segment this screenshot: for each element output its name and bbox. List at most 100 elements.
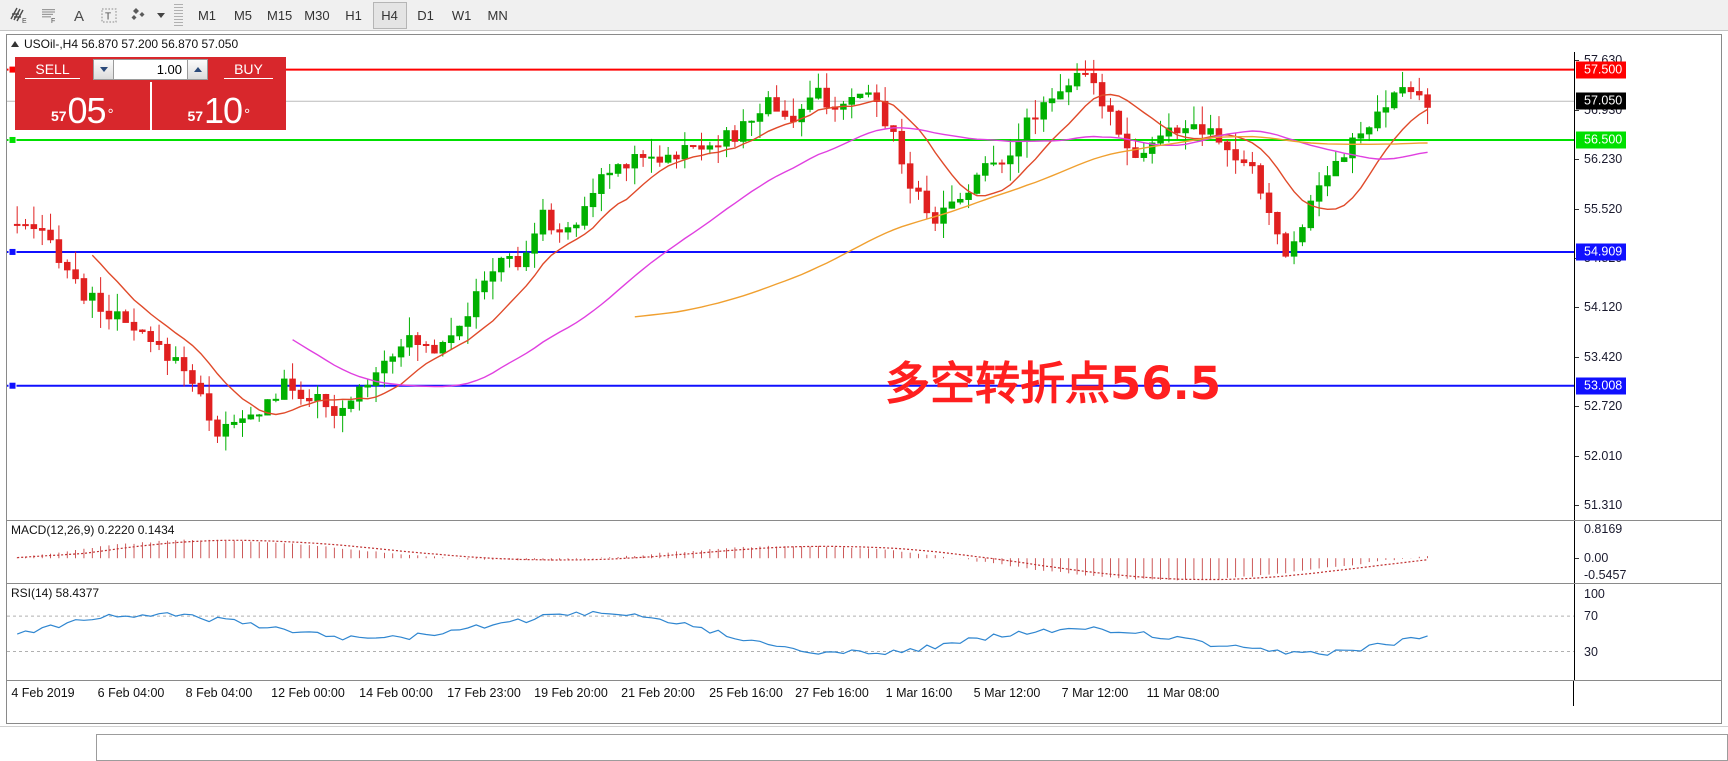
timeframe-mn[interactable]: MN <box>487 7 508 23</box>
main-toolbar: E F A T M1 M5 M15 M30 H1 H4 <box>0 0 1728 31</box>
candle-body <box>55 239 63 263</box>
price-tag-current-price[interactable]: 57.050 <box>1576 92 1627 110</box>
text-label-icon[interactable]: T <box>94 2 124 29</box>
candle-body <box>531 233 538 254</box>
rsi-chart-svg <box>7 610 1574 656</box>
status-bar <box>0 726 1728 761</box>
macd-tick: -0.5457 <box>1584 568 1627 582</box>
time-label: 1 Mar 16:00 <box>885 686 953 700</box>
timeframe-d1[interactable]: D1 <box>417 7 434 23</box>
candle-body <box>1115 110 1123 135</box>
timeframe-h4[interactable]: H4 <box>372 1 407 29</box>
price-tag-support-line[interactable]: 53.008 <box>1576 377 1627 395</box>
sell-button[interactable]: SELL <box>15 57 90 82</box>
line-anchor-handle[interactable] <box>8 381 17 390</box>
grid-chart-icon[interactable]: F <box>34 2 64 29</box>
candle-body <box>848 97 856 105</box>
candle-body <box>1048 98 1056 104</box>
candle-body <box>514 256 522 268</box>
volume-decrease-button[interactable] <box>93 59 114 80</box>
time-label: 4 Feb 2019 <box>11 686 75 700</box>
candle-body <box>105 310 113 320</box>
price-tick: 55.520 <box>1575 202 1622 216</box>
candle-body <box>239 418 246 423</box>
rsi-plot-area[interactable]: RSI(14) 58.4377 <box>7 584 1574 680</box>
candle-body <box>681 145 689 160</box>
chevron-down-icon[interactable] <box>154 2 168 29</box>
macd-plot-area[interactable]: MACD(12,26,9) 0.2220 0.1434 <box>7 521 1574 583</box>
candle-body <box>765 97 772 115</box>
candle-body <box>364 384 371 388</box>
candle-body <box>623 164 630 169</box>
timeframe-group: M1 M5 M15 M30 H1 H4 D1 W1 MN <box>189 1 516 29</box>
text-tool-icon[interactable]: A <box>64 2 94 29</box>
svg-text:F: F <box>51 18 55 25</box>
candle-body <box>898 130 906 165</box>
candle-body <box>1424 94 1431 108</box>
candle-body <box>447 335 455 344</box>
candle-body <box>948 201 956 209</box>
candle-body <box>806 97 814 110</box>
price-tag-resistance-line[interactable]: 57.500 <box>1576 61 1627 79</box>
buy-price-display[interactable]: 57 10 ° <box>151 82 286 130</box>
time-axis-pane: 4 Feb 2019 6 Feb 04:00 8 Feb 04:00 12 Feb 0… <box>7 681 1721 706</box>
candle-body <box>1340 157 1348 162</box>
candle-body <box>80 278 88 301</box>
status-input-box[interactable] <box>96 734 1728 761</box>
candle-body <box>230 421 238 425</box>
candle-body <box>523 252 530 268</box>
macd-label: MACD(12,26,9) 0.2220 0.1434 <box>11 523 175 537</box>
volume-input[interactable]: 1.00 <box>114 59 187 80</box>
candle-body <box>956 198 964 203</box>
candle-body <box>940 207 947 224</box>
candle-body <box>297 389 305 399</box>
candle-body <box>439 342 447 354</box>
candle-body <box>564 227 572 233</box>
candle-body <box>581 206 588 226</box>
sell-price-display[interactable]: 57 05 ° <box>15 82 152 130</box>
timeframe-m5[interactable]: M5 <box>233 7 253 23</box>
price-scale[interactable]: 57.63056.93056.23055.52054.82054.12053.4… <box>1574 52 1721 520</box>
buy-button[interactable]: BUY <box>211 57 286 82</box>
buy-label: BUY <box>224 61 273 79</box>
price-tag-support-line[interactable]: 54.909 <box>1576 243 1627 261</box>
candle-body <box>356 386 363 402</box>
candle-body <box>155 340 163 345</box>
candle-body <box>147 331 154 342</box>
candle-body <box>1382 107 1390 113</box>
volume-stepper[interactable]: 1.00 <box>90 57 211 82</box>
indicators-icon[interactable]: E <box>4 2 34 29</box>
candle-body <box>22 224 29 227</box>
candle-body <box>1007 155 1014 165</box>
collapse-triangle-icon[interactable] <box>11 40 19 47</box>
candle-body <box>63 261 71 271</box>
timeframe-h1[interactable]: H1 <box>345 7 362 23</box>
candle-body <box>489 271 497 282</box>
timeframe-m1[interactable]: M1 <box>197 7 217 23</box>
timeframe-m30[interactable]: M30 <box>304 7 330 23</box>
chart-annotation-text: 多空转折点56.5 <box>885 357 1222 410</box>
candle-body <box>189 370 196 384</box>
timeframe-w1[interactable]: W1 <box>451 7 472 23</box>
candle-body <box>1315 185 1323 202</box>
candle-body <box>973 174 981 194</box>
time-axis[interactable]: 4 Feb 2019 6 Feb 04:00 8 Feb 04:00 12 Feb 0… <box>7 681 1574 706</box>
candle-body <box>1249 162 1256 167</box>
candle-body <box>1098 82 1106 107</box>
objects-icon[interactable] <box>124 2 154 29</box>
candle-body <box>347 400 355 409</box>
price-tick: 56.230 <box>1575 152 1622 166</box>
candle-body <box>264 399 271 416</box>
candle-body <box>1399 87 1406 94</box>
candle-body <box>372 372 380 386</box>
price-tag-pivot-line[interactable]: 56.500 <box>1576 131 1627 149</box>
volume-increase-button[interactable] <box>187 59 208 80</box>
timeframe-m15[interactable]: M15 <box>267 7 293 23</box>
candle-body <box>314 394 321 402</box>
candle-body <box>1190 124 1198 130</box>
candle-body <box>1182 128 1189 134</box>
line-anchor-handle[interactable] <box>8 247 17 256</box>
candle-body <box>739 121 747 142</box>
price-tick: 52.010 <box>1575 449 1622 463</box>
line-anchor-handle[interactable] <box>8 135 17 144</box>
